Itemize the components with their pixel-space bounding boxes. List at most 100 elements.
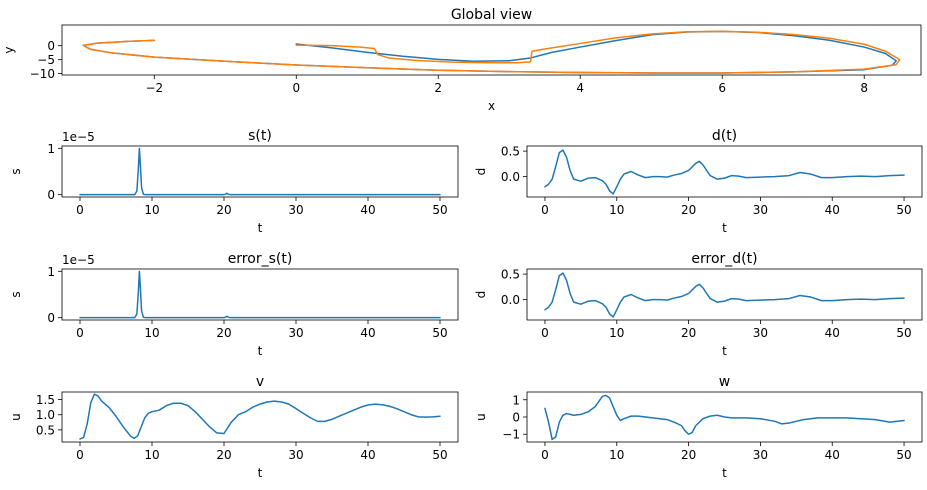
- y-axis-label: s: [9, 168, 23, 174]
- x-tick-label: 50: [896, 203, 911, 217]
- chart-title: v: [256, 374, 264, 390]
- x-axis-label: t: [258, 466, 263, 480]
- x-tick-label: 30: [753, 448, 768, 462]
- x-tick-label: 50: [896, 448, 911, 462]
- y-axis-label: d: [474, 168, 488, 176]
- chart-title: d(t): [712, 128, 737, 144]
- x-tick-label: 0: [541, 203, 549, 217]
- x-tick-label: 50: [896, 326, 911, 340]
- plot-frame: [526, 145, 923, 198]
- y-offset-text: 1e−5: [62, 130, 95, 144]
- x-tick-label: 6: [718, 81, 726, 95]
- x-tick-label: 10: [609, 203, 624, 217]
- x-tick-label: 40: [825, 448, 840, 462]
- x-tick-label: 4: [576, 81, 584, 95]
- series-line-1: [79, 270, 441, 319]
- x-tick-label: 40: [825, 326, 840, 340]
- y-axis-label: u: [9, 413, 23, 421]
- y-tick-label: 1.5: [36, 393, 55, 407]
- plot-frame: [61, 268, 459, 321]
- x-tick-label: 30: [288, 448, 303, 462]
- x-tick-label: 50: [432, 326, 447, 340]
- x-tick-label: 10: [609, 326, 624, 340]
- chart-title: s(t): [248, 128, 272, 144]
- x-tick-label: 20: [681, 203, 696, 217]
- y-tick-label: 0.5: [501, 145, 520, 159]
- chart-w: w 0 10 20 30 40 50 −1 0 1 t u: [474, 374, 923, 480]
- series-line-1: [544, 149, 905, 195]
- x-tick-label: 20: [216, 326, 231, 340]
- plot-frame: [61, 391, 459, 443]
- x-tick-label: 0: [541, 326, 549, 340]
- y-tick-label: 0.5: [36, 423, 55, 437]
- x-tick-label: 0: [76, 203, 84, 217]
- x-tick-label: 40: [360, 448, 375, 462]
- x-axis-label: x: [488, 99, 495, 113]
- x-axis-label: t: [722, 466, 727, 480]
- x-tick-label: 2: [434, 81, 442, 95]
- chart-d_t: d(t) 0 10 20 30 40 50 0.0 0.5 t d: [474, 128, 923, 235]
- x-tick-label: 30: [288, 203, 303, 217]
- x-tick-label: −2: [145, 81, 163, 95]
- y-axis-label: d: [474, 291, 488, 299]
- x-tick-label: 0: [541, 448, 549, 462]
- x-axis-label: t: [722, 221, 727, 235]
- y-tick-label: 1: [512, 393, 520, 407]
- chart-error_s_t: error_s(t) 0 10 20 30 40 50 0 1 t s 1e−5: [9, 251, 459, 358]
- chart-error_d_t: error_d(t) 0 10 20 30 40 50 0.0 0.5 t d: [474, 251, 923, 358]
- y-tick-label: 0.5: [501, 268, 520, 282]
- plot-frame: [61, 145, 459, 198]
- y-tick-label: 0: [47, 39, 55, 53]
- x-tick-label: 50: [432, 448, 447, 462]
- y-tick-label: 0: [47, 188, 55, 202]
- y-axis-label: u: [474, 413, 488, 421]
- x-tick-label: 10: [144, 448, 159, 462]
- x-axis-label: t: [258, 344, 263, 358]
- chart-title: error_d(t): [691, 251, 757, 267]
- x-tick-label: 40: [360, 326, 375, 340]
- x-tick-label: 10: [609, 448, 624, 462]
- x-tick-label: 30: [753, 326, 768, 340]
- plot-frame: [61, 24, 922, 76]
- x-tick-label: 40: [360, 203, 375, 217]
- chart-s_t: s(t) 0 10 20 30 40 50 0 1 t s 1e−5: [9, 128, 459, 235]
- y-tick-label: 1.0: [36, 408, 55, 422]
- plot-frame: [526, 391, 923, 443]
- y-tick-label: 0.0: [501, 170, 520, 184]
- x-tick-label: 50: [432, 203, 447, 217]
- y-axis-label: y: [2, 46, 16, 53]
- x-tick-label: 8: [860, 81, 868, 95]
- x-axis-label: t: [722, 344, 727, 358]
- series-line-2: [82, 30, 901, 74]
- x-tick-label: 0: [292, 81, 300, 95]
- series-line-1: [544, 394, 905, 441]
- chart-v: v 0 10 20 30 40 50 0.51.01.5 t u: [9, 374, 459, 480]
- x-tick-label: 40: [825, 203, 840, 217]
- y-tick-label: 0: [47, 311, 55, 325]
- x-axis-label: t: [258, 221, 263, 235]
- y-tick-label: 0: [512, 411, 520, 425]
- y-tick-label: −10: [30, 67, 55, 81]
- y-offset-text: 1e−5: [62, 253, 95, 267]
- series-line-1: [82, 30, 897, 74]
- y-tick-label: 1: [47, 265, 55, 279]
- chart-title: error_s(t): [228, 251, 293, 267]
- y-tick-label: 0.0: [501, 293, 520, 307]
- x-tick-label: 20: [216, 448, 231, 462]
- chart-title: w: [719, 374, 730, 390]
- x-tick-label: 10: [144, 326, 159, 340]
- series-line-1: [544, 272, 905, 318]
- x-tick-label: 30: [753, 203, 768, 217]
- series-line-1: [79, 393, 441, 440]
- y-axis-label: s: [9, 291, 23, 297]
- x-tick-label: 10: [144, 203, 159, 217]
- x-tick-label: 30: [288, 326, 303, 340]
- plot-frame: [526, 268, 923, 321]
- x-tick-label: 0: [76, 326, 84, 340]
- x-tick-label: 0: [76, 448, 84, 462]
- y-tick-label: −1: [502, 428, 520, 442]
- chart-title: Global view: [451, 7, 532, 23]
- x-tick-label: 20: [216, 203, 231, 217]
